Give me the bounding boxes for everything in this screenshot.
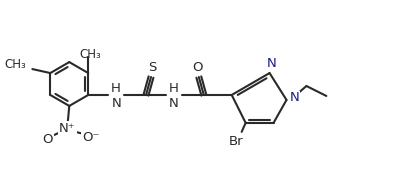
Text: N: N (289, 92, 298, 104)
Text: N⁺: N⁺ (59, 122, 75, 135)
Text: N: N (266, 57, 276, 70)
Text: O⁻: O⁻ (82, 131, 100, 144)
Text: H
N: H N (168, 82, 179, 110)
Text: Br: Br (228, 135, 243, 148)
Text: O: O (192, 61, 202, 74)
Text: O: O (42, 133, 53, 146)
Text: CH₃: CH₃ (79, 48, 101, 61)
Text: S: S (147, 61, 156, 74)
Text: CH₃: CH₃ (4, 58, 26, 71)
Text: H
N: H N (111, 82, 121, 110)
